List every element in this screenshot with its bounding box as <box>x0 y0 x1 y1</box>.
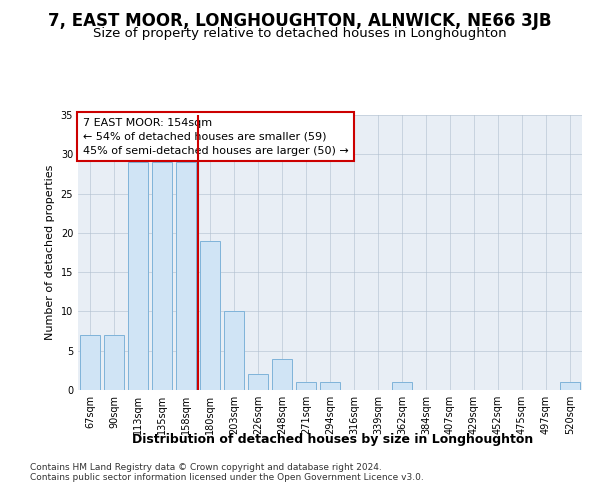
Bar <box>200 240 220 390</box>
Bar <box>296 382 316 390</box>
Bar <box>176 162 196 390</box>
Bar <box>320 382 340 390</box>
Bar <box>560 382 580 390</box>
Bar <box>248 374 268 390</box>
Y-axis label: Number of detached properties: Number of detached properties <box>45 165 55 340</box>
Text: Size of property relative to detached houses in Longhoughton: Size of property relative to detached ho… <box>93 28 507 40</box>
Bar <box>224 312 244 390</box>
Text: Contains HM Land Registry data © Crown copyright and database right 2024.
Contai: Contains HM Land Registry data © Crown c… <box>30 462 424 482</box>
Bar <box>272 358 292 390</box>
Text: 7, EAST MOOR, LONGHOUGHTON, ALNWICK, NE66 3JB: 7, EAST MOOR, LONGHOUGHTON, ALNWICK, NE6… <box>48 12 552 30</box>
Bar <box>80 335 100 390</box>
Bar <box>128 162 148 390</box>
Bar <box>152 162 172 390</box>
Bar <box>104 335 124 390</box>
Text: 7 EAST MOOR: 154sqm
← 54% of detached houses are smaller (59)
45% of semi-detach: 7 EAST MOOR: 154sqm ← 54% of detached ho… <box>83 118 349 156</box>
Text: Distribution of detached houses by size in Longhoughton: Distribution of detached houses by size … <box>133 432 533 446</box>
Bar <box>392 382 412 390</box>
